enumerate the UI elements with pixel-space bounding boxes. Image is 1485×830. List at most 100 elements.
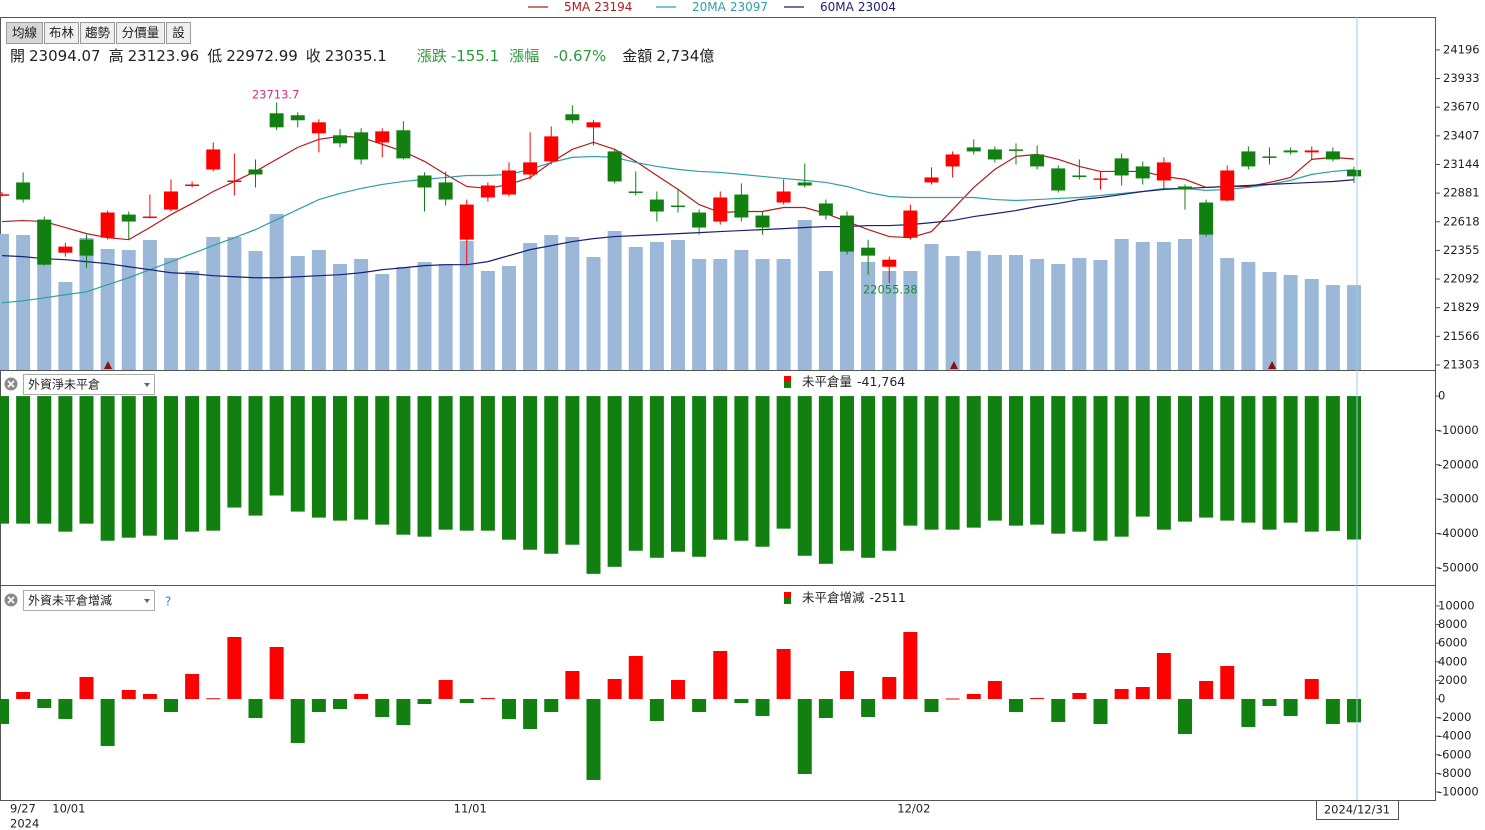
bar	[755, 698, 770, 716]
quote-field: 23035.1	[325, 47, 387, 65]
y-tick-label: -30000	[1438, 492, 1479, 506]
volume-bar	[502, 265, 516, 370]
candle-body	[459, 204, 474, 240]
volume-bar	[227, 236, 242, 370]
bar	[523, 698, 538, 729]
toolbar-button-label[interactable]: 趨勢	[85, 25, 111, 40]
volume-bar	[1009, 254, 1023, 370]
volume-bar	[586, 256, 601, 370]
x-tick-label: 12/02	[897, 802, 930, 816]
toolbar-button-label[interactable]: 均線	[12, 25, 38, 40]
bar	[1156, 652, 1171, 699]
legend-entry: 未平倉增減 -2511	[802, 590, 906, 605]
candle-body	[58, 246, 73, 253]
x-tick-label: 2024/12/31	[1324, 803, 1390, 817]
candle-body	[607, 151, 622, 182]
legend-icon-up	[784, 592, 791, 598]
toolbar-button[interactable]	[116, 22, 165, 44]
toolbar-button[interactable]	[166, 22, 191, 44]
toolbar-button-label[interactable]: 布林	[49, 25, 75, 40]
candle-body	[649, 199, 664, 212]
y-tick-label: -50000	[1438, 560, 1479, 574]
bar	[671, 679, 685, 699]
bar	[1325, 396, 1340, 531]
volume-bar	[1304, 279, 1319, 370]
candle-body	[100, 212, 115, 238]
quote-field: 漲幅	[509, 47, 539, 65]
y-tick-label: 21566	[1443, 329, 1480, 343]
quote-field: 金額	[622, 47, 652, 65]
bar	[861, 396, 876, 558]
candle-body	[1114, 158, 1129, 176]
indicator-select[interactable]	[23, 374, 155, 395]
volume-bar	[861, 261, 876, 370]
bar	[142, 693, 157, 699]
candle-body	[417, 175, 432, 188]
bar	[354, 396, 369, 520]
toolbar-button-label[interactable]: 分價量	[122, 25, 160, 40]
close-icon[interactable]	[7, 380, 15, 388]
bar	[290, 396, 305, 512]
quote-field: 23123.96	[128, 47, 200, 65]
bar	[671, 396, 685, 552]
y-tick-label: -10000	[1438, 423, 1479, 437]
y-tick-label: -40000	[1438, 526, 1479, 540]
bar	[438, 396, 453, 530]
quote-summary: 開 23094.07 高 23123.96 低 22972.99 收 23035.1 漲跌 -15…	[10, 47, 714, 65]
quote-field: 23094.07	[29, 47, 101, 65]
candle-body	[206, 149, 221, 170]
volume-bar	[459, 240, 474, 370]
help-icon[interactable]: ?	[165, 595, 171, 609]
indicator-select-label[interactable]: 外資未平倉增減	[28, 593, 112, 608]
bar	[1051, 698, 1066, 722]
bar	[1304, 678, 1319, 699]
y-tick-label: -6000	[1438, 747, 1471, 761]
indicator-select[interactable]	[23, 590, 155, 611]
bar	[607, 678, 622, 699]
bar	[966, 396, 981, 528]
candle-body	[227, 180, 242, 182]
bar	[1178, 396, 1192, 522]
select-arrow[interactable]	[144, 599, 150, 603]
close-icon[interactable]	[7, 596, 15, 604]
toolbar-button[interactable]	[6, 22, 43, 44]
bar	[227, 636, 242, 699]
y-tick-label: 23407	[1443, 128, 1480, 142]
volume-bar	[523, 243, 538, 370]
candle-body	[1093, 178, 1108, 180]
candle-body	[375, 131, 390, 143]
bar	[375, 396, 390, 525]
volume-bar	[755, 259, 770, 370]
legend-name: 5MA	[564, 0, 591, 14]
volume-bar	[987, 254, 1002, 370]
bar	[502, 698, 516, 719]
volume-bar	[692, 259, 707, 370]
candle-body	[713, 197, 728, 222]
candle-body	[586, 122, 601, 128]
bar	[1093, 396, 1108, 541]
oi-panel	[0, 396, 1361, 574]
bar	[987, 680, 1002, 699]
bar	[776, 648, 791, 699]
y-tick-label: -4000	[1438, 729, 1471, 743]
indicator-select-label[interactable]: 外資淨未平倉	[28, 377, 100, 392]
bar	[375, 698, 390, 717]
volume-bar	[185, 270, 200, 370]
volume-bar	[945, 255, 960, 370]
bar	[1156, 396, 1171, 530]
toolbar-button[interactable]	[44, 22, 79, 44]
high-annotation: 23713.7	[252, 88, 300, 102]
select-arrow[interactable]	[144, 383, 150, 387]
bar	[1262, 698, 1277, 706]
x-tick-label: 9/27	[10, 802, 36, 816]
candle-body	[396, 130, 411, 159]
bar	[1241, 396, 1256, 523]
toolbar-button[interactable]	[80, 22, 115, 44]
candle-body	[671, 205, 685, 208]
volume-bar	[1220, 258, 1235, 370]
bar	[438, 679, 453, 699]
volume-bar	[607, 230, 622, 370]
y-tick-label: 22618	[1443, 214, 1480, 228]
toolbar-button-label[interactable]: 設	[172, 25, 185, 40]
